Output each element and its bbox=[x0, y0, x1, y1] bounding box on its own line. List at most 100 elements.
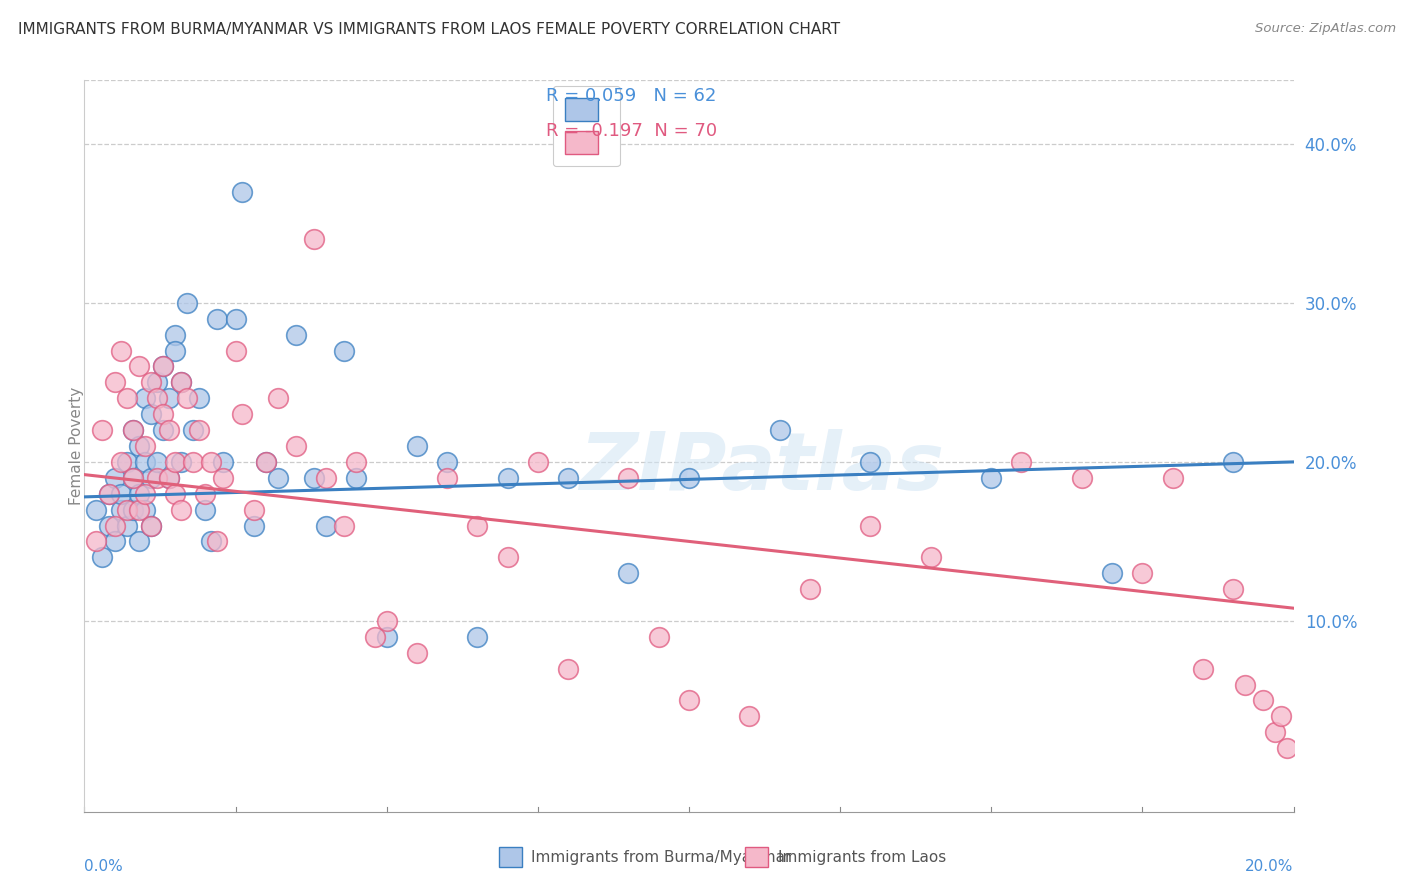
Point bbox=[527, 455, 550, 469]
Point bbox=[267, 471, 290, 485]
Point bbox=[128, 502, 150, 516]
Point bbox=[110, 502, 132, 516]
Point bbox=[165, 455, 187, 469]
Point bbox=[678, 471, 700, 485]
Point bbox=[128, 486, 150, 500]
Point bbox=[225, 311, 247, 326]
Point bbox=[128, 359, 150, 374]
Point bbox=[302, 471, 325, 485]
Point bbox=[157, 471, 180, 485]
Point bbox=[104, 534, 127, 549]
Text: Immigrants from Burma/Myanmar: Immigrants from Burma/Myanmar bbox=[531, 850, 792, 864]
Point bbox=[176, 296, 198, 310]
Point bbox=[146, 376, 169, 390]
Point bbox=[333, 343, 356, 358]
Point bbox=[134, 455, 156, 469]
Point bbox=[165, 343, 187, 358]
Point bbox=[242, 518, 264, 533]
Point bbox=[115, 455, 138, 469]
Point bbox=[231, 407, 253, 421]
Point bbox=[121, 471, 143, 485]
Point bbox=[86, 534, 108, 549]
Point bbox=[121, 471, 143, 485]
Point bbox=[406, 439, 429, 453]
Text: 20.0%: 20.0% bbox=[1246, 859, 1294, 874]
Point bbox=[134, 486, 156, 500]
Point bbox=[678, 693, 700, 707]
Point bbox=[1270, 709, 1292, 723]
Point bbox=[212, 455, 235, 469]
Point bbox=[1264, 725, 1286, 739]
Text: IMMIGRANTS FROM BURMA/MYANMAR VS IMMIGRANTS FROM LAOS FEMALE POVERTY CORRELATION: IMMIGRANTS FROM BURMA/MYANMAR VS IMMIGRA… bbox=[18, 22, 841, 37]
Point bbox=[1253, 693, 1275, 707]
Point bbox=[1011, 455, 1033, 469]
Point bbox=[139, 471, 162, 485]
Point bbox=[496, 471, 519, 485]
Point bbox=[134, 392, 156, 406]
Point bbox=[200, 534, 222, 549]
Point bbox=[165, 327, 187, 342]
Point bbox=[1071, 471, 1094, 485]
Text: Source: ZipAtlas.com: Source: ZipAtlas.com bbox=[1256, 22, 1396, 36]
Point bbox=[152, 359, 174, 374]
Point bbox=[157, 423, 180, 437]
Point bbox=[170, 455, 193, 469]
Point bbox=[557, 662, 579, 676]
Legend: , : , bbox=[553, 86, 620, 167]
Point bbox=[207, 534, 229, 549]
Point bbox=[194, 486, 217, 500]
Point bbox=[181, 455, 204, 469]
Point bbox=[617, 471, 640, 485]
Point bbox=[110, 455, 132, 469]
Text: Immigrants from Laos: Immigrants from Laos bbox=[778, 850, 946, 864]
Point bbox=[1161, 471, 1184, 485]
Point bbox=[170, 376, 193, 390]
Point bbox=[165, 486, 187, 500]
Point bbox=[346, 471, 368, 485]
Point bbox=[121, 423, 143, 437]
Point bbox=[231, 185, 253, 199]
Point bbox=[134, 439, 156, 453]
Point bbox=[170, 502, 193, 516]
Point bbox=[207, 311, 229, 326]
Point bbox=[1222, 582, 1244, 596]
Point bbox=[769, 423, 792, 437]
Point bbox=[128, 534, 150, 549]
Point bbox=[617, 566, 640, 581]
Point bbox=[267, 392, 290, 406]
Point bbox=[648, 630, 671, 644]
Point bbox=[152, 407, 174, 421]
Point bbox=[242, 502, 264, 516]
Point bbox=[104, 518, 127, 533]
Point bbox=[139, 407, 162, 421]
Point bbox=[86, 502, 108, 516]
Point bbox=[91, 550, 114, 565]
Text: ZIPatlas: ZIPatlas bbox=[579, 429, 943, 507]
Point bbox=[139, 518, 162, 533]
Point bbox=[225, 343, 247, 358]
Point bbox=[363, 630, 385, 644]
Point bbox=[104, 376, 127, 390]
Point bbox=[97, 486, 120, 500]
Point bbox=[406, 646, 429, 660]
Point bbox=[115, 502, 138, 516]
Point bbox=[146, 471, 169, 485]
Point bbox=[920, 550, 942, 565]
Point bbox=[302, 232, 325, 246]
Point bbox=[104, 471, 127, 485]
Y-axis label: Female Poverty: Female Poverty bbox=[69, 387, 83, 505]
Point bbox=[121, 423, 143, 437]
Point bbox=[496, 550, 519, 565]
Point bbox=[115, 392, 138, 406]
Point bbox=[467, 630, 489, 644]
Text: R = -0.197  N = 70: R = -0.197 N = 70 bbox=[547, 122, 717, 140]
Point bbox=[980, 471, 1002, 485]
Point bbox=[139, 376, 162, 390]
Point bbox=[1130, 566, 1153, 581]
Point bbox=[181, 423, 204, 437]
Point bbox=[200, 455, 222, 469]
Point bbox=[254, 455, 277, 469]
Point bbox=[139, 518, 162, 533]
Point bbox=[1222, 455, 1244, 469]
Point bbox=[121, 502, 143, 516]
